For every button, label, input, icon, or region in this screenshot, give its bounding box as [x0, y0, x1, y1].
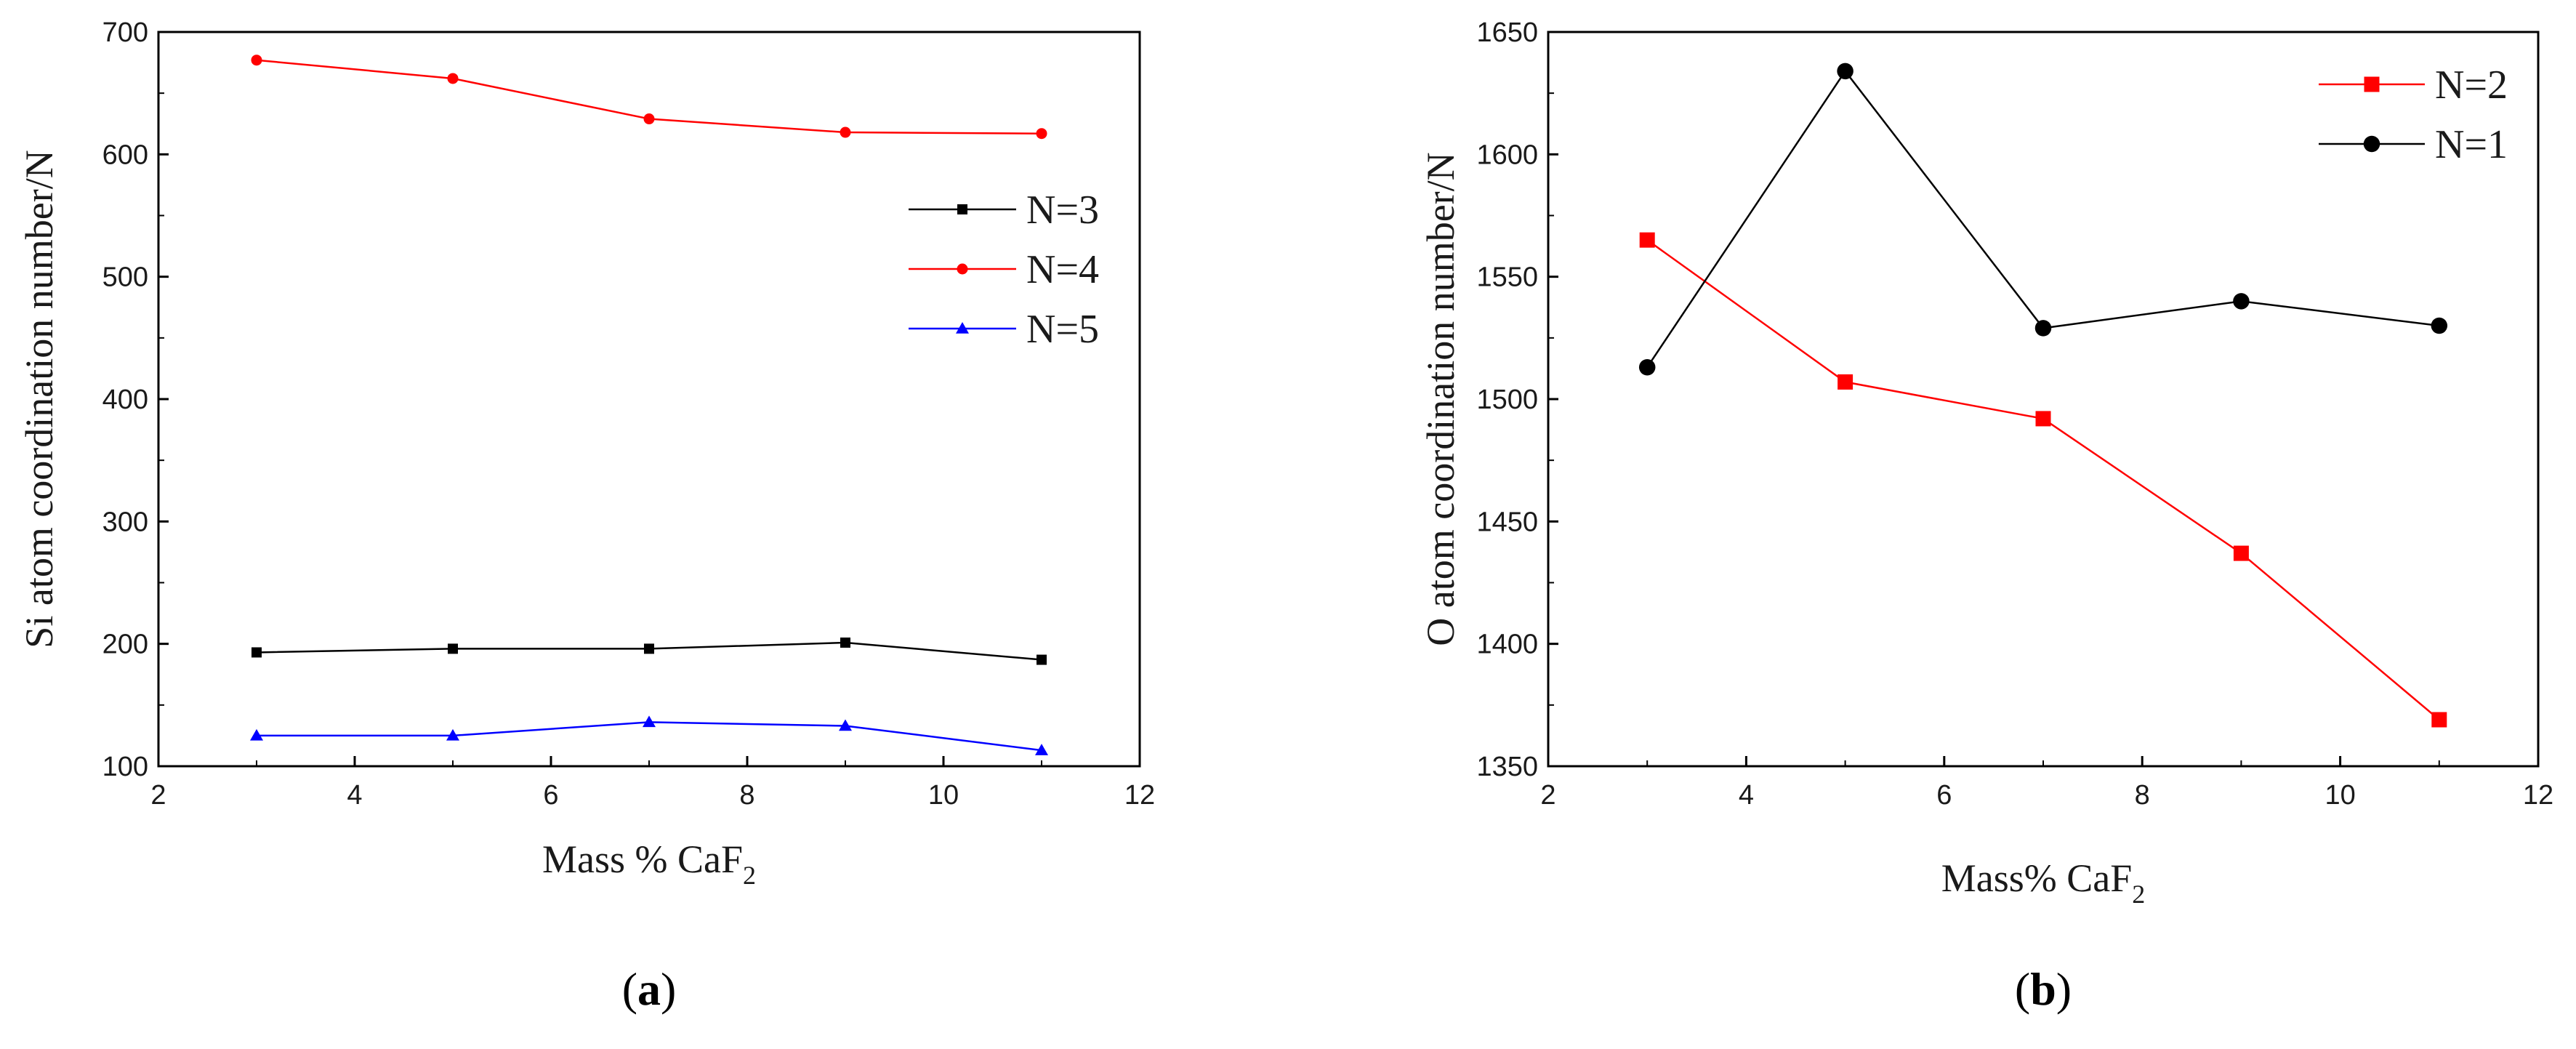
y-tick-label: 300: [102, 507, 148, 537]
x-tick-label: 4: [347, 780, 362, 811]
data-point: [2035, 411, 2051, 427]
x-tick-label: 8: [2135, 780, 2150, 811]
y-tick-label: 1500: [1476, 385, 1538, 415]
data-point: [1639, 232, 1655, 248]
y-tick-label: 500: [102, 262, 148, 293]
plot-frame: [1547, 31, 2540, 768]
data-point: [643, 113, 655, 125]
y-tick-label: 1400: [1476, 630, 1538, 660]
panel-label-letter: b: [2030, 963, 2056, 1015]
y-tick-label: 1450: [1476, 507, 1538, 537]
panel-label-letter: a: [637, 963, 661, 1015]
y-tick-label: 1600: [1476, 140, 1538, 170]
series-N=3: [251, 637, 1047, 665]
x-tick-label: 2: [1540, 780, 1555, 811]
y-tick-label: 1550: [1476, 262, 1538, 293]
data-point: [251, 647, 262, 658]
panel-label-open: (: [2015, 963, 2030, 1015]
x-tick-label: 6: [543, 780, 558, 811]
legend-label: N=3: [1026, 188, 1099, 233]
y-axis-label: O atom coordination number/N: [1419, 152, 1462, 646]
y-tick-label: 200: [102, 630, 148, 660]
data-point: [1035, 744, 1048, 755]
legend-label: N=2: [2435, 63, 2508, 108]
data-point: [446, 728, 459, 741]
panel-label: (b): [2015, 963, 2072, 1015]
panel-label-open: (: [622, 963, 637, 1015]
data-point: [447, 73, 459, 84]
data-point: [644, 643, 654, 654]
x-axis-label-text: Mass % CaF: [542, 837, 743, 881]
series-N=1: [1638, 63, 2448, 376]
legend-marker: [2363, 135, 2380, 153]
x-tick-label: 12: [1124, 780, 1155, 811]
y-tick-label: 700: [102, 17, 148, 48]
legend-marker: [2364, 76, 2380, 92]
legend-label: N=5: [1026, 307, 1099, 352]
series-line: [1646, 239, 2440, 720]
y-tick-label: 100: [102, 752, 148, 782]
x-tick-label: 4: [1739, 780, 1754, 811]
data-point: [448, 643, 458, 654]
legend-label: N=4: [1026, 247, 1099, 292]
data-point: [1838, 374, 1853, 390]
x-tick-label: 10: [2325, 780, 2355, 811]
data-point: [2034, 320, 2052, 337]
y-tick-label: 400: [102, 385, 148, 415]
legend-marker: [956, 322, 969, 334]
y-axis-label: Si atom coordination number/N: [17, 150, 61, 648]
legend-marker: [957, 204, 967, 214]
panel-label-close: ): [2056, 963, 2072, 1015]
x-axis-label: Mass % CaF2: [542, 837, 756, 890]
y-tick-label: 600: [102, 140, 148, 170]
data-point: [2233, 545, 2249, 561]
data-point: [840, 126, 851, 138]
data-point: [839, 719, 852, 731]
data-point: [2431, 317, 2448, 334]
x-tick-label: 8: [739, 780, 754, 811]
legend-marker: [957, 263, 968, 275]
data-point: [1638, 358, 1656, 376]
data-point: [1837, 63, 1853, 80]
x-tick-label: 2: [150, 780, 166, 811]
legend: N=2N=1: [2319, 63, 2508, 167]
panel-label-close: ): [661, 963, 676, 1015]
y-tick-label: 1650: [1476, 17, 1538, 48]
series-N=4: [251, 55, 1047, 140]
series-N=2: [1639, 232, 2447, 728]
panel-label: (a): [622, 963, 677, 1015]
x-axis-label-text: Mass% CaF: [1941, 856, 2133, 900]
chart-a: 2 4 6 8 10 12 100 200 300 400 500 600 700 N=3 N=4 N=5 Ma…: [17, 17, 1155, 1015]
series-N=5: [250, 715, 1048, 755]
x-axis-label: Mass% CaF2: [1941, 856, 2146, 909]
data-point: [1036, 128, 1047, 140]
data-point: [250, 728, 263, 741]
data-point: [251, 55, 262, 66]
x-tick-label: 6: [1936, 780, 1952, 811]
x-tick-label: 12: [2523, 780, 2553, 811]
x-axis-label-subscript: 2: [743, 861, 756, 890]
data-point: [1037, 654, 1047, 665]
data-point: [2431, 712, 2447, 728]
y-tick-label: 1350: [1476, 752, 1538, 782]
chart-b: 2 4 6 8 10 121350140014501500155016001650N=2N…: [1419, 17, 2553, 1015]
data-point: [643, 715, 656, 728]
data-point: [840, 637, 850, 648]
x-tick-label: 10: [928, 780, 959, 811]
legend-label: N=1: [2435, 122, 2508, 167]
data-point: [2233, 293, 2250, 310]
x-axis-label-subscript: 2: [2132, 880, 2145, 909]
legend: N=3 N=4 N=5: [909, 188, 1099, 352]
